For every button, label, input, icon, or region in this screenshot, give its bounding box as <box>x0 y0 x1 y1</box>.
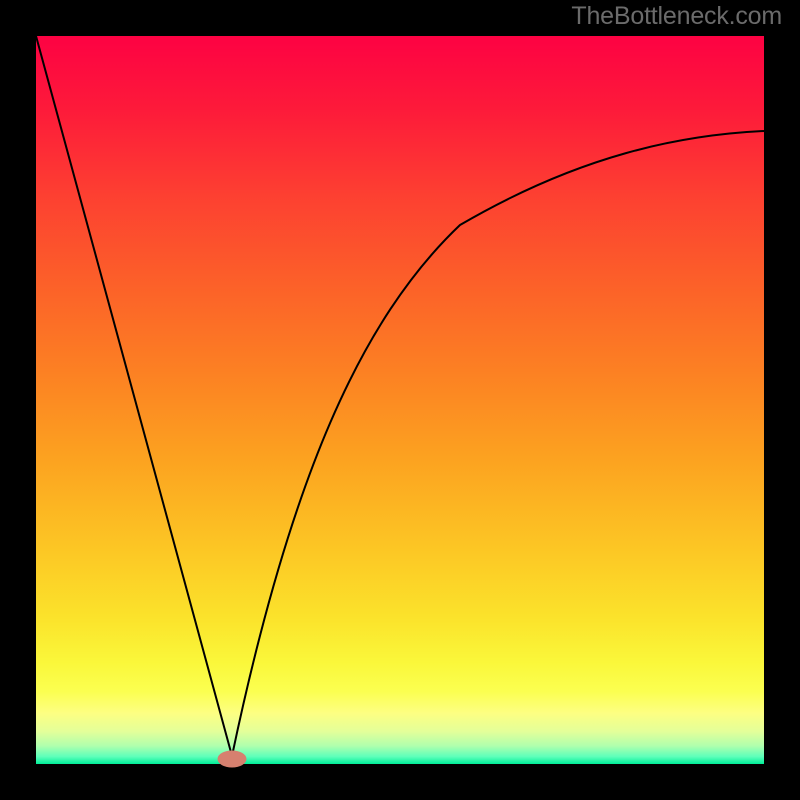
watermark-text: TheBottleneck.com <box>571 2 782 31</box>
bottleneck-chart <box>0 0 800 800</box>
minimum-marker <box>218 751 246 767</box>
chart-container: TheBottleneck.com <box>0 0 800 800</box>
